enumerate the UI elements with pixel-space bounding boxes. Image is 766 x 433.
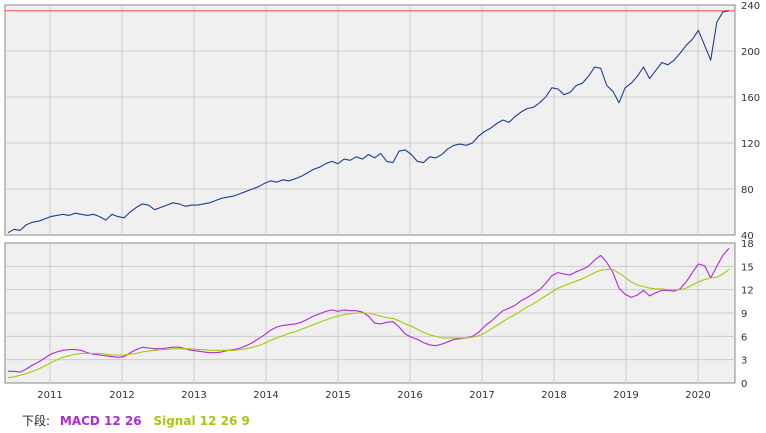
y-tick-label: 120 [741, 139, 760, 150]
legend: 下段: MACD 12 26 Signal 12 26 9 [22, 412, 250, 429]
signal-line [7, 268, 730, 379]
x-tick-label: 2014 [253, 390, 278, 401]
legend-macd: MACD 12 26 [59, 414, 142, 428]
x-tick-label: 2017 [469, 390, 494, 401]
y-tick-label: 160 [741, 93, 760, 104]
x-tick-label: 2018 [541, 390, 566, 401]
y-tick-label: 0 [741, 379, 747, 390]
x-tick-label: 2015 [325, 390, 350, 401]
x-tick-label: 2011 [37, 390, 62, 401]
y-tick-label: 80 [741, 185, 754, 196]
y-tick-label: 200 [741, 47, 760, 58]
legend-prefix: 下段: [22, 414, 51, 428]
price-panel: 40 80 120 160 200 240 [4, 1, 760, 242]
x-tick-label: 2016 [397, 390, 422, 401]
y-tick-label: 15 [741, 262, 754, 273]
y-tick-label: 6 [741, 332, 747, 343]
price-line [7, 10, 730, 234]
macd-panel: 0 3 6 9 12 15 18 2011 2012 2013 2014 2015 2016 2017 20… [4, 239, 754, 401]
y-tick-label: 3 [741, 356, 747, 367]
y-tick-label: 40 [741, 231, 754, 242]
x-tick-label: 2012 [109, 390, 134, 401]
y-tick-label: 12 [741, 286, 754, 297]
x-tick-label: 2013 [181, 390, 206, 401]
x-tick-label: 2020 [685, 390, 710, 401]
legend-signal: Signal 12 26 9 [153, 414, 250, 428]
x-tick-label: 2019 [613, 390, 638, 401]
y-tick-label: 9 [741, 309, 747, 320]
plot-background [4, 4, 736, 236]
y-tick-label: 18 [741, 239, 754, 250]
y-tick-label: 240 [741, 1, 760, 12]
